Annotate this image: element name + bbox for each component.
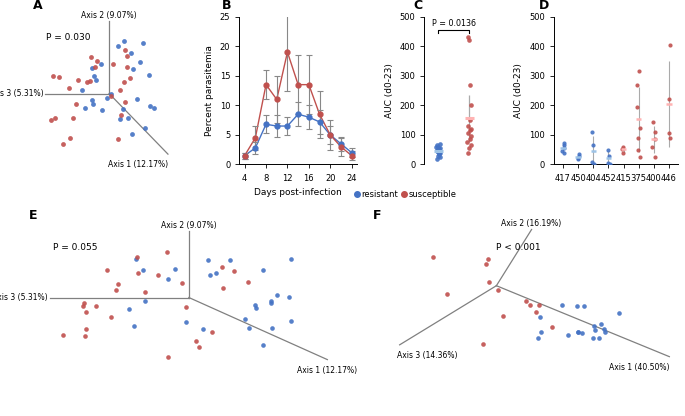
Text: Axis 1 (40.50%): Axis 1 (40.50%) (609, 363, 669, 371)
Point (573, 155, 584, 161)
Point (664, 130, 675, 137)
Point (573, 156, 584, 163)
Point (588, 160, 599, 167)
Point (466, 133, 477, 140)
Point (465, 102, 476, 109)
Point (466, 126, 477, 132)
Point (434, 145, 445, 151)
Point (602, 146, 613, 153)
Point (462, 150, 473, 156)
Y-axis label: Percent parasitemia: Percent parasitemia (206, 45, 214, 136)
Point (432, 147, 443, 154)
Point (616, 146, 627, 152)
Point (603, 160, 614, 166)
Point (464, 81, 475, 88)
Text: P < 0.001: P < 0.001 (497, 243, 541, 252)
Y-axis label: AUC (d0-23): AUC (d0-23) (385, 63, 394, 118)
Point (665, 42, 676, 48)
Point (464, 136, 475, 143)
Point (647, 118, 658, 125)
Point (634, 68, 645, 74)
Text: Axis 1 (12.17%): Axis 1 (12.17%) (108, 160, 168, 169)
Text: C: C (413, 0, 423, 12)
Point (431, 155, 442, 162)
Point (462, 123, 473, 129)
Point (647, 144, 658, 150)
Text: B: B (222, 0, 231, 12)
Point (433, 152, 444, 159)
X-axis label: Days post-infection: Days post-infection (254, 188, 342, 197)
Point (431, 148, 442, 154)
Point (587, 142, 598, 149)
Point (634, 124, 645, 131)
Point (431, 144, 442, 150)
Text: D: D (539, 0, 549, 12)
Point (649, 136, 660, 143)
Text: P = 0.030: P = 0.030 (47, 33, 91, 42)
Point (462, 139, 473, 146)
Legend: resistant, susceptible: resistant, susceptible (351, 186, 460, 202)
Point (573, 151, 584, 157)
Point (434, 154, 445, 161)
Point (586, 129, 597, 135)
Text: Axis 2 (9.07%): Axis 2 (9.07%) (82, 10, 137, 20)
Point (604, 160, 615, 167)
Point (435, 141, 446, 147)
Point (632, 81, 643, 88)
Text: F: F (373, 209, 382, 222)
Point (586, 159, 597, 166)
Text: Axis 3 (5.31%): Axis 3 (5.31%) (0, 293, 47, 302)
Point (649, 154, 660, 161)
Y-axis label: AUC (d0-23): AUC (d0-23) (514, 63, 523, 118)
Point (664, 134, 675, 141)
Text: E: E (29, 209, 37, 222)
Point (464, 145, 475, 151)
Point (464, 37, 475, 44)
Point (462, 34, 473, 41)
Point (463, 130, 474, 137)
Text: P = 0.0136: P = 0.0136 (432, 20, 476, 28)
Point (603, 152, 614, 159)
Point (464, 117, 475, 124)
Point (558, 145, 569, 151)
Point (557, 148, 568, 154)
Point (432, 144, 443, 151)
Point (433, 149, 444, 156)
Point (435, 150, 446, 156)
Point (464, 127, 475, 134)
Text: Axis 1 (12.17%): Axis 1 (12.17%) (297, 366, 358, 374)
Point (634, 154, 645, 161)
Point (632, 104, 643, 110)
Point (618, 149, 629, 156)
Point (632, 146, 643, 153)
Text: Axis 3 (5.31%): Axis 3 (5.31%) (0, 89, 44, 98)
Text: A: A (34, 0, 43, 12)
Point (558, 150, 569, 156)
Point (559, 140, 570, 146)
Point (434, 151, 445, 157)
Point (433, 149, 444, 156)
Text: Axis 3 (14.36%): Axis 3 (14.36%) (397, 351, 457, 360)
Point (466, 142, 477, 149)
Point (433, 146, 444, 153)
Point (559, 142, 570, 149)
Text: Axis 2 (16.19%): Axis 2 (16.19%) (501, 219, 562, 228)
Text: P = 0.055: P = 0.055 (53, 243, 98, 252)
Point (664, 96, 675, 103)
Text: Axis 2 (9.07%): Axis 2 (9.07%) (161, 220, 216, 230)
Point (573, 153, 584, 159)
Point (649, 129, 660, 135)
Point (432, 142, 443, 149)
Point (618, 144, 629, 150)
Point (633, 134, 644, 141)
Point (434, 146, 445, 152)
